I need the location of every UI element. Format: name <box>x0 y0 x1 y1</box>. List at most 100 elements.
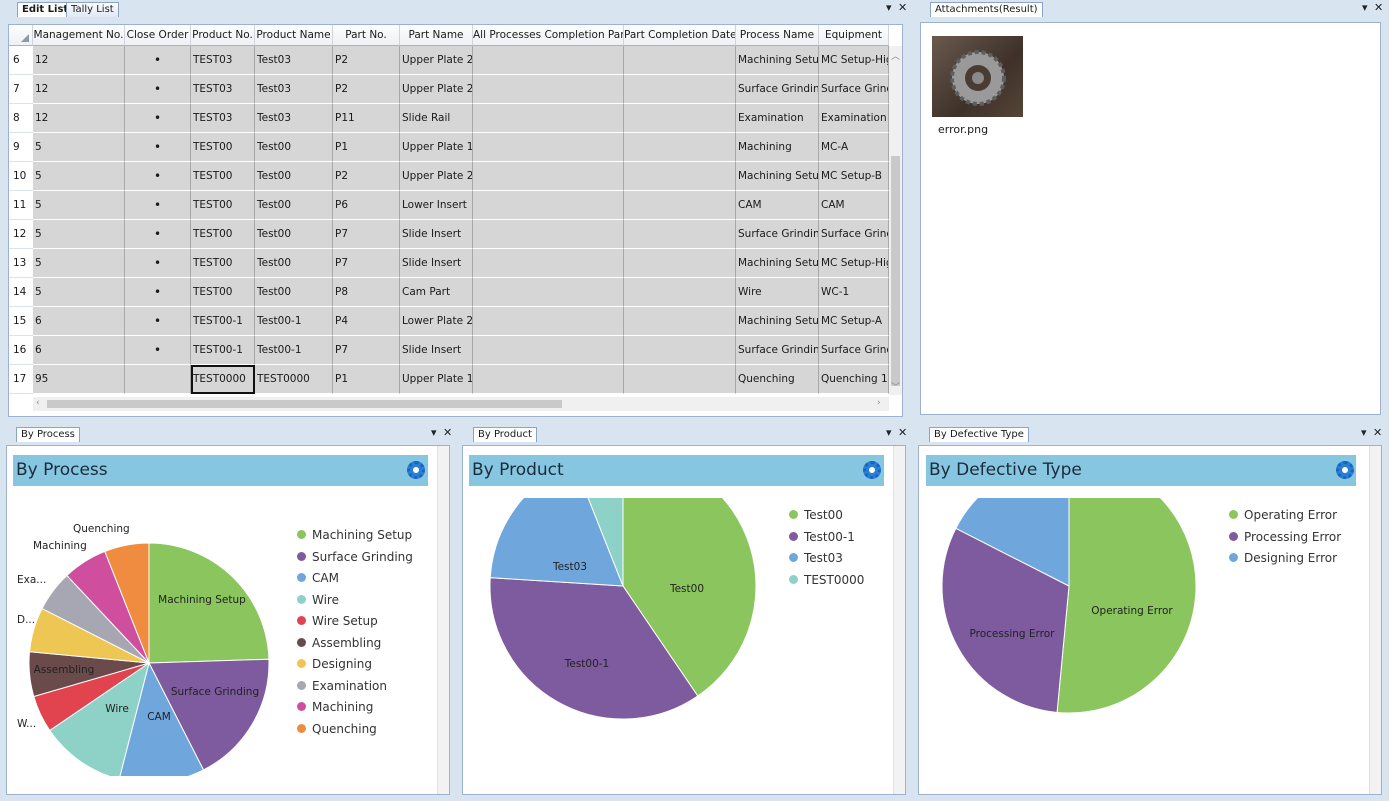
scroll-down-icon[interactable]: ﹀ <box>891 383 901 393</box>
cell-process-name[interactable]: Machining Setup <box>736 249 819 278</box>
legend-item[interactable]: TEST0000 <box>789 570 864 592</box>
vertical-scroll-thumb[interactable] <box>891 156 900 386</box>
cell-part-completion-date[interactable] <box>624 75 736 104</box>
settings-gear-icon[interactable] <box>407 461 425 479</box>
cell-product-no[interactable]: TEST00 <box>191 220 255 249</box>
cell-management-no[interactable]: 5 <box>33 191 125 220</box>
cell-close-order[interactable]: • <box>125 133 191 162</box>
cell-part-completion-date[interactable] <box>624 220 736 249</box>
cell-close-order[interactable] <box>125 365 191 394</box>
cell-close-order[interactable]: • <box>125 162 191 191</box>
cell-product-name[interactable]: Test03 <box>255 104 333 133</box>
cell-product-name[interactable]: Test00-1 <box>255 307 333 336</box>
cell-equipment[interactable]: Surface Grindi <box>819 75 889 104</box>
cell-part-completion-date[interactable] <box>624 307 736 336</box>
cell-part-name[interactable]: Upper Plate 1 <box>400 133 473 162</box>
pie-slice[interactable] <box>104 542 150 664</box>
cell-product-no[interactable]: TEST03 <box>191 104 255 133</box>
cell-close-order[interactable]: • <box>125 336 191 365</box>
cell-equipment[interactable]: Quenching 1 <box>819 365 889 394</box>
row-number[interactable]: 6 <box>9 46 33 75</box>
legend-item[interactable]: Surface Grinding <box>297 547 413 569</box>
cell-product-name[interactable]: Test00-1 <box>255 336 333 365</box>
cell-management-no[interactable]: 6 <box>33 307 125 336</box>
cell-all-processes-completion-part[interactable] <box>473 162 624 191</box>
tab-by-defective-type[interactable]: By Defective Type <box>929 427 1029 442</box>
cell-product-name[interactable]: Test03 <box>255 46 333 75</box>
table-row[interactable]: 16 6 • TEST00-1 Test00-1 P7 Slide Insert Surfac… <box>9 336 889 365</box>
cell-equipment[interactable]: MC Setup-Hig <box>819 249 889 278</box>
cell-all-processes-completion-part[interactable] <box>473 46 624 75</box>
cell-close-order[interactable]: • <box>125 191 191 220</box>
cell-part-completion-date[interactable] <box>624 278 736 307</box>
legend-item[interactable]: Quenching <box>297 719 413 741</box>
cell-product-no[interactable]: TEST00 <box>191 162 255 191</box>
cell-product-name[interactable]: TEST0000 <box>255 365 333 394</box>
pie-slice[interactable] <box>574 498 624 587</box>
pane-menu-icon[interactable]: ▾ <box>431 426 437 439</box>
cell-product-name[interactable]: Test00 <box>255 278 333 307</box>
row-number[interactable]: 14 <box>9 278 33 307</box>
legend-item[interactable]: Designing Error <box>1229 548 1341 570</box>
column-header-close-order[interactable]: Close Order <box>125 25 191 46</box>
cell-part-name[interactable]: Upper Plate 2 <box>400 75 473 104</box>
cell-product-no[interactable]: TEST03 <box>191 75 255 104</box>
pie-slice[interactable] <box>489 577 699 720</box>
cell-process-name[interactable]: Machining <box>736 133 819 162</box>
cell-process-name[interactable]: Surface Grinding <box>736 75 819 104</box>
cell-part-no[interactable]: P7 <box>333 249 400 278</box>
close-icon[interactable]: ✕ <box>1374 1 1384 14</box>
column-header-product-no[interactable]: Product No. <box>191 25 255 46</box>
cell-part-name[interactable]: Lower Plate 2 <box>400 307 473 336</box>
tab-by-process[interactable]: By Process <box>16 427 80 442</box>
pie-slice[interactable] <box>148 542 270 664</box>
cell-all-processes-completion-part[interactable] <box>473 365 624 394</box>
cell-all-processes-completion-part[interactable] <box>473 307 624 336</box>
pane-menu-icon[interactable]: ▾ <box>1361 426 1367 439</box>
cell-product-name[interactable]: Test00 <box>255 249 333 278</box>
cell-management-no[interactable]: 12 <box>33 104 125 133</box>
cell-part-no[interactable]: P1 <box>333 133 400 162</box>
row-number[interactable]: 17 <box>9 365 33 394</box>
cell-product-no[interactable]: TEST00 <box>191 191 255 220</box>
legend-item[interactable]: Examination <box>297 676 413 698</box>
cell-management-no[interactable]: 5 <box>33 278 125 307</box>
vertical-scrollbar[interactable] <box>1369 446 1381 794</box>
cell-part-completion-date[interactable] <box>624 162 736 191</box>
cell-product-name[interactable]: Test03 <box>255 75 333 104</box>
vertical-scrollbar[interactable]: ︿ ﹀ <box>889 46 902 395</box>
pie-slice[interactable] <box>941 527 1070 713</box>
cell-product-no[interactable]: TEST00 <box>191 133 255 162</box>
cell-all-processes-completion-part[interactable] <box>473 249 624 278</box>
scroll-left-icon[interactable]: ‹ <box>36 398 40 408</box>
cell-product-no[interactable]: TEST00 <box>191 278 255 307</box>
cell-management-no[interactable]: 5 <box>33 249 125 278</box>
cell-product-no[interactable]: TEST00-1 <box>191 307 255 336</box>
cell-process-name[interactable]: CAM <box>736 191 819 220</box>
tab-by-product[interactable]: By Product <box>473 427 537 442</box>
cell-close-order[interactable]: • <box>125 46 191 75</box>
row-number[interactable]: 10 <box>9 162 33 191</box>
table-row[interactable]: 13 5 • TEST00 Test00 P7 Slide Insert Machining … <box>9 249 889 278</box>
cell-part-no[interactable]: P1 <box>333 365 400 394</box>
cell-part-name[interactable]: Lower Insert <box>400 191 473 220</box>
legend-item[interactable]: Operating Error <box>1229 505 1341 527</box>
cell-part-no[interactable]: P7 <box>333 336 400 365</box>
column-header-process-name[interactable]: Process Name <box>736 25 819 46</box>
cell-all-processes-completion-part[interactable] <box>473 133 624 162</box>
pane-menu-icon[interactable]: ▾ <box>886 426 892 439</box>
select-all-corner[interactable] <box>9 25 33 46</box>
pie-slice[interactable] <box>119 661 205 776</box>
cell-part-completion-date[interactable] <box>624 104 736 133</box>
cell-close-order[interactable]: • <box>125 75 191 104</box>
cell-product-name[interactable]: Test00 <box>255 220 333 249</box>
cell-product-no[interactable]: TEST03 <box>191 46 255 75</box>
table-row[interactable]: 7 12 • TEST03 Test03 P2 Upper Plate 2 Surface G… <box>9 75 889 104</box>
row-number[interactable]: 8 <box>9 104 33 133</box>
pane-menu-icon[interactable]: ▾ <box>886 1 892 14</box>
cell-all-processes-completion-part[interactable] <box>473 104 624 133</box>
pie-slice[interactable] <box>49 661 150 776</box>
cell-part-completion-date[interactable] <box>624 336 736 365</box>
table-row[interactable]: 15 6 • TEST00-1 Test00-1 P4 Lower Plate 2 Machi… <box>9 307 889 336</box>
cell-close-order[interactable]: • <box>125 307 191 336</box>
